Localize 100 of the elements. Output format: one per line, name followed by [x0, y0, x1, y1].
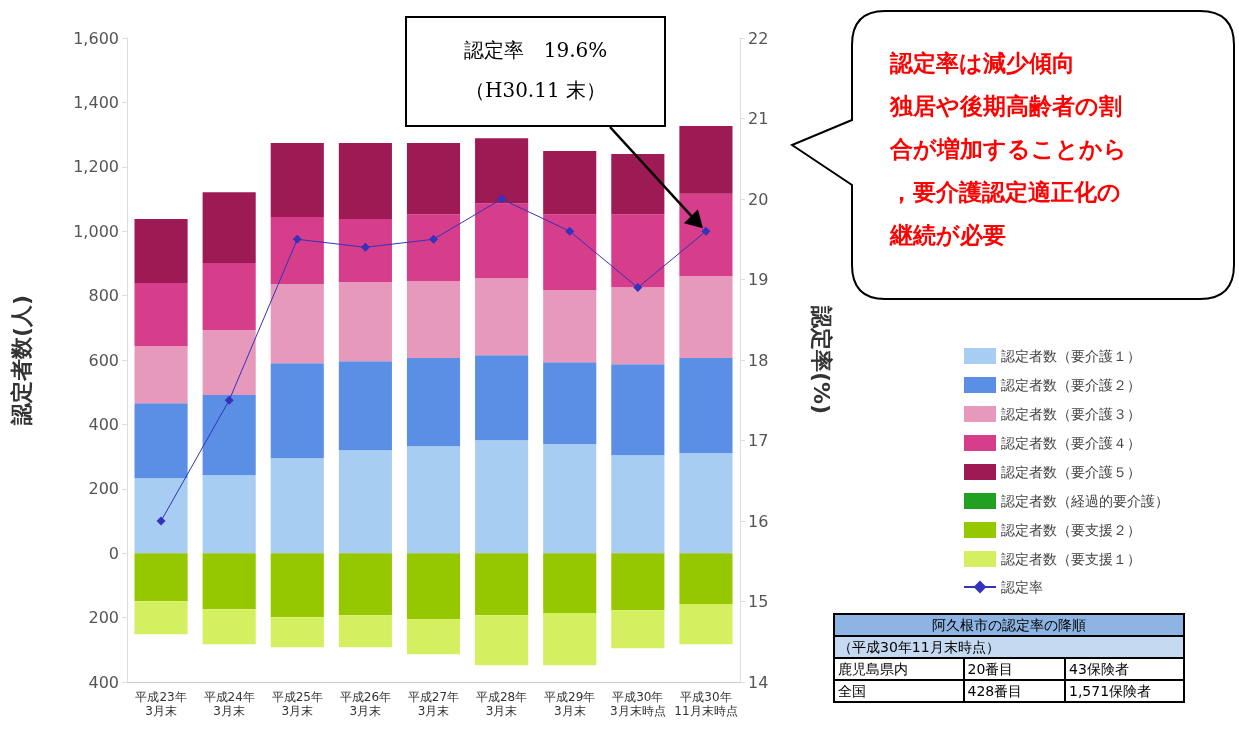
x-tick-label: 平成28年 3月末 [475, 690, 528, 718]
y-tick-label: 200 [88, 479, 119, 499]
y-tick-label: 1,000 [73, 221, 119, 241]
text: 鹿児島県内 [834, 658, 964, 680]
bar [270, 458, 324, 554]
bar [475, 440, 529, 554]
text: 428番目 [963, 680, 1065, 702]
point [497, 194, 507, 204]
bar [406, 214, 461, 282]
y-tick-label: 400 [88, 414, 119, 434]
bar [475, 615, 529, 666]
bar [406, 142, 461, 215]
y2-axis-title: 認定率(%) [808, 304, 834, 415]
bar [475, 138, 529, 204]
x-tick-label: 平成29年 3月末 [544, 690, 596, 718]
bar [270, 142, 324, 218]
bar [543, 362, 597, 445]
bar [202, 609, 256, 645]
bar [543, 151, 597, 215]
y-tick-label: 800 [88, 286, 119, 306]
y-tick-label: 1,400 [73, 92, 119, 112]
bar [270, 217, 324, 285]
bar [338, 282, 392, 362]
bar [270, 363, 324, 459]
bar [202, 553, 256, 610]
y2-tick-label: 22 [748, 28, 769, 48]
bar [338, 142, 392, 219]
bar [611, 553, 665, 611]
bar [270, 284, 324, 364]
bar [134, 346, 188, 404]
bar [611, 153, 665, 215]
point [224, 395, 234, 405]
bar [338, 450, 392, 554]
callout-box: 認定率 19.6% （H30.11 末） [405, 16, 666, 127]
bar [406, 281, 461, 359]
text: 20番目 [963, 658, 1065, 680]
x-tick-label: 平成30年 3月末時点 [610, 690, 666, 718]
y-tick-label: 200 [88, 608, 119, 628]
bar [611, 610, 665, 649]
point [429, 234, 438, 244]
bar [543, 613, 597, 666]
bar [134, 478, 188, 554]
bar [202, 263, 256, 331]
y2-tick-label: 14 [748, 672, 769, 692]
bar [475, 553, 529, 616]
y-axis-title: 認定者数(人) [8, 294, 34, 427]
y-tick-label: 0 [108, 543, 119, 563]
bar [338, 218, 392, 283]
bar [611, 364, 665, 456]
bar [406, 358, 461, 447]
text: 1,571保険者 [1065, 680, 1184, 702]
point [292, 234, 302, 244]
bar [611, 214, 665, 288]
bar [679, 358, 733, 454]
bar [475, 203, 529, 279]
bar [611, 455, 665, 554]
y2-tick-label: 18 [748, 350, 769, 370]
bar [543, 214, 597, 291]
point [633, 283, 643, 293]
bar [134, 218, 188, 284]
bar [406, 619, 461, 655]
bar [679, 604, 733, 645]
bar [202, 395, 256, 476]
bar [270, 617, 324, 648]
bar [543, 553, 597, 614]
point [360, 242, 370, 252]
x-tick-label: 平成25年 3月末 [271, 690, 323, 718]
point [701, 226, 711, 236]
point [565, 226, 575, 236]
y2-tick-label: 17 [748, 431, 769, 450]
y-tick-label: 400 [88, 672, 119, 692]
y-tick-label: 1,200 [73, 157, 119, 177]
y2-tick-label: 16 [748, 511, 769, 531]
y2-tick-label: 15 [748, 592, 769, 611]
x-tick-label: 平成30年 11月末時点 [674, 690, 738, 718]
legend-label: 認定者数（要介護１） [1001, 348, 1141, 364]
bar [679, 453, 733, 554]
bar [338, 361, 392, 451]
legend-label: 認定率 [1001, 579, 1043, 595]
legend-label: 認定者数（経過的要介護） [1001, 493, 1169, 509]
x-tick-label: 平成27年 3月末 [407, 690, 460, 718]
bar [338, 553, 392, 616]
bar [338, 615, 392, 648]
bar [202, 192, 256, 264]
bar [475, 278, 529, 356]
x-tick-label: 平成23年 3月末 [135, 690, 187, 718]
bar [679, 553, 733, 605]
bar [679, 125, 733, 194]
text: 43保険者 [1065, 658, 1184, 680]
bar [406, 553, 461, 620]
legend-label: 認定者数（要支援２） [1001, 522, 1141, 538]
bar [543, 290, 597, 363]
text: 全国 [834, 680, 964, 702]
point [156, 516, 166, 526]
x-tick-label: 平成24年 3月末 [203, 690, 255, 718]
y2-tick-label: 20 [748, 189, 769, 209]
legend-label: 認定者数（要介護３） [1001, 406, 1141, 422]
bar [679, 275, 733, 359]
text: 認定率は減少傾向 [890, 49, 1076, 78]
y2-tick-label: 19 [748, 270, 769, 289]
